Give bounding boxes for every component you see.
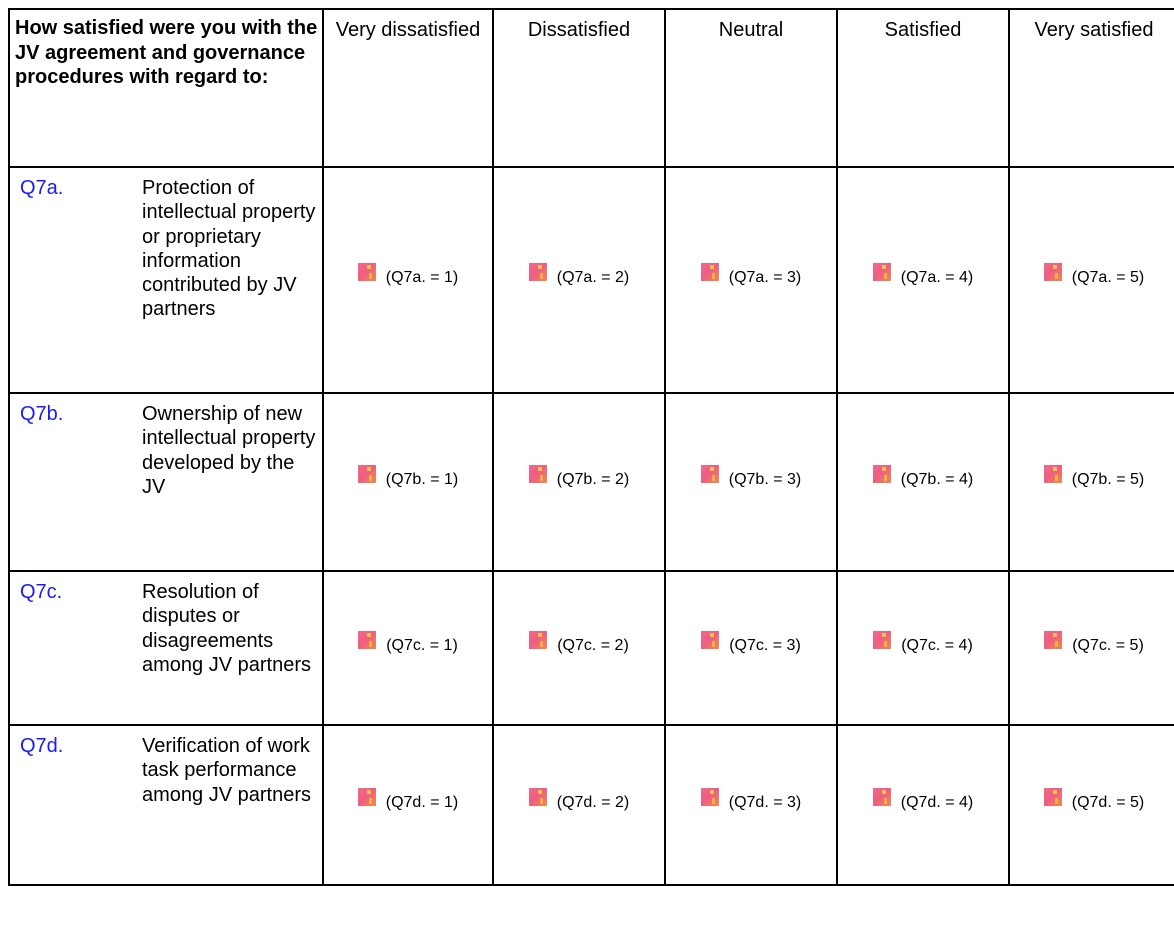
radio-button-image-icon[interactable] [700,787,719,806]
radio-button-image-icon[interactable] [872,262,891,281]
radio-button-image-icon[interactable] [1043,787,1062,806]
option-cell[interactable]: (Q7a. = 4) [836,166,1010,394]
question-text: Resolution of disputes or disagreements … [142,581,311,676]
option-cell[interactable]: (Q7b. = 5) [1008,392,1174,572]
option-header-neutral: Neutral [664,8,838,168]
option-header-satisfied: Satisfied [836,8,1010,168]
radio-button-image-icon[interactable] [1043,262,1062,281]
question-text: Ownership of new intellectual property d… [142,403,316,498]
option-label: (Q7c. = 3) [729,636,801,654]
radio-button-image-icon[interactable] [872,464,891,483]
option-cell[interactable]: (Q7c. = 5) [1008,570,1174,726]
option-label: (Q7c. = 1) [386,636,458,654]
option-label: (Q7a. = 1) [385,268,459,286]
radio-button-image-icon[interactable] [528,464,547,483]
table-row: Q7a. Protection of intellectual property… [8,166,1174,394]
question-id: Q7b. [20,403,64,425]
option-label: (Q7b. = 4) [900,470,974,488]
question-cell: Q7b. Ownership of new intellectual prope… [8,392,324,572]
option-cell[interactable]: (Q7c. = 1) [322,570,494,726]
radio-button-image-icon[interactable] [528,787,547,806]
question-cell: Q7c. Resolution of disputes or disagreem… [8,570,324,726]
radio-button-image-icon[interactable] [873,630,892,649]
option-header-very-satisfied: Very satisfied [1008,8,1174,168]
option-label: (Q7a. = 5) [1071,268,1145,286]
table-row: Q7d. Verification of work task performan… [8,724,1174,886]
radio-button-image-icon[interactable] [528,262,547,281]
option-header-very-dissatisfied: Very dissatisfied [322,8,494,168]
question-text: Protection of intellectual property or p… [142,177,316,321]
option-label: (Q7b. = 2) [556,470,630,488]
radio-button-image-icon[interactable] [358,630,377,649]
option-label: (Q7a. = 4) [900,268,974,286]
radio-button-image-icon[interactable] [357,464,376,483]
option-label: (Q7b. = 3) [728,470,802,488]
radio-button-image-icon[interactable] [872,787,891,806]
option-cell[interactable]: (Q7a. = 2) [492,166,666,394]
option-label: (Q7a. = 3) [728,268,802,286]
option-cell[interactable]: (Q7d. = 4) [836,724,1010,886]
option-label: (Q7d. = 5) [1071,793,1145,811]
option-cell[interactable]: (Q7d. = 3) [664,724,838,886]
option-cell[interactable]: (Q7b. = 4) [836,392,1010,572]
radio-button-image-icon[interactable] [700,464,719,483]
radio-button-image-icon[interactable] [357,262,376,281]
option-header-dissatisfied: Dissatisfied [492,8,666,168]
option-label: (Q7c. = 4) [901,636,973,654]
question-id: Q7d. [20,735,64,757]
option-cell[interactable]: (Q7d. = 1) [322,724,494,886]
option-cell[interactable]: (Q7c. = 3) [664,570,838,726]
option-cell[interactable]: (Q7a. = 3) [664,166,838,394]
question-cell: Q7a. Protection of intellectual property… [8,166,324,394]
option-cell[interactable]: (Q7a. = 1) [322,166,494,394]
option-label: (Q7a. = 2) [556,268,630,286]
question-id: Q7c. [20,581,63,603]
question-cell: Q7d. Verification of work task performan… [8,724,324,886]
radio-button-image-icon[interactable] [357,787,376,806]
option-cell[interactable]: (Q7b. = 1) [322,392,494,572]
radio-button-image-icon[interactable] [529,630,548,649]
option-label: (Q7d. = 4) [900,793,974,811]
option-cell[interactable]: (Q7b. = 3) [664,392,838,572]
option-label: (Q7c. = 2) [557,636,629,654]
option-cell[interactable]: (Q7c. = 2) [492,570,666,726]
option-cell[interactable]: (Q7a. = 5) [1008,166,1174,394]
survey-table: How satisfied were you with the JV agree… [8,8,1174,886]
table-row: Q7c. Resolution of disputes or disagreem… [8,570,1174,726]
question-text: Verification of work task performance am… [142,735,311,806]
option-cell[interactable]: (Q7c. = 4) [836,570,1010,726]
radio-button-image-icon[interactable] [701,630,720,649]
option-cell[interactable]: (Q7d. = 2) [492,724,666,886]
table-row: Q7b. Ownership of new intellectual prope… [8,392,1174,572]
option-cell[interactable]: (Q7b. = 2) [492,392,666,572]
option-cell[interactable]: (Q7d. = 5) [1008,724,1174,886]
radio-button-image-icon[interactable] [1044,630,1063,649]
question-id: Q7a. [20,177,64,199]
option-label: (Q7d. = 2) [556,793,630,811]
option-label: (Q7c. = 5) [1072,636,1144,654]
header-row: How satisfied were you with the JV agree… [8,8,1174,168]
option-label: (Q7d. = 1) [385,793,459,811]
radio-button-image-icon[interactable] [700,262,719,281]
option-label: (Q7b. = 5) [1071,470,1145,488]
option-label: (Q7d. = 3) [728,793,802,811]
question-header: How satisfied were you with the JV agree… [8,8,324,168]
option-label: (Q7b. = 1) [385,470,459,488]
radio-button-image-icon[interactable] [1043,464,1062,483]
